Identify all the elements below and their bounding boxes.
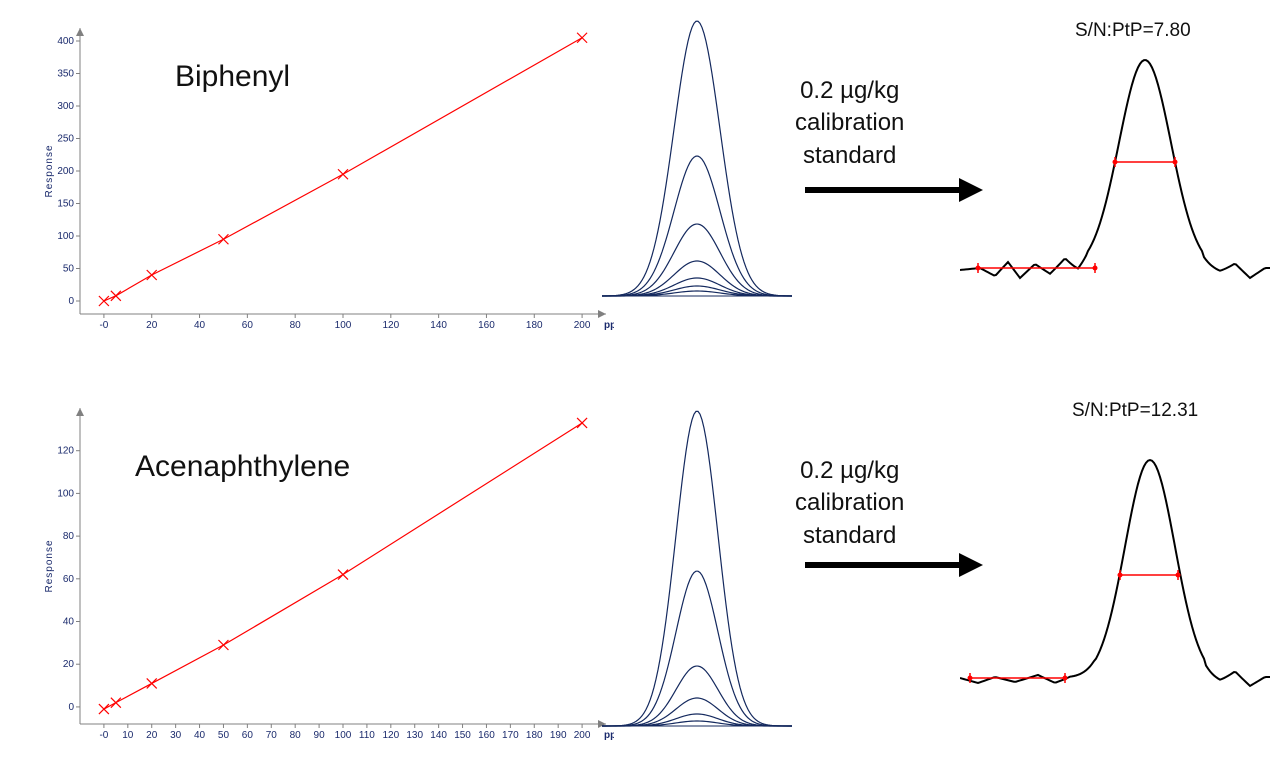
annotation-line: calibration	[795, 489, 904, 516]
svg-text:80: 80	[290, 730, 302, 741]
svg-text:70: 70	[266, 730, 278, 741]
svg-text:0: 0	[68, 702, 74, 713]
annotation-line: 0.2 µg/kg	[800, 457, 899, 484]
svg-text:ppb: ppb	[604, 730, 614, 741]
svg-text:160: 160	[478, 730, 495, 741]
svg-text:ppb: ppb	[604, 320, 614, 331]
svg-text:10: 10	[122, 730, 134, 741]
svg-text:200: 200	[574, 730, 591, 741]
svg-text:40: 40	[63, 617, 75, 628]
svg-text:200: 200	[57, 166, 74, 177]
arrow-bottom	[805, 545, 985, 585]
svg-text:20: 20	[63, 659, 75, 670]
svg-text:120: 120	[57, 446, 74, 457]
svg-text:30: 30	[170, 730, 182, 741]
svg-text:350: 350	[57, 69, 74, 80]
svg-text:120: 120	[382, 730, 399, 741]
svg-text:20: 20	[146, 730, 158, 741]
bottom-title: Acenaphthylene	[135, 450, 350, 484]
svg-text:140: 140	[430, 320, 447, 331]
svg-text:160: 160	[478, 320, 495, 331]
svg-text:170: 170	[502, 730, 519, 741]
svg-text:100: 100	[57, 231, 74, 242]
peak-overlay-bottom	[602, 400, 792, 730]
svg-text:60: 60	[242, 730, 254, 741]
peak-overlay-top	[602, 20, 792, 300]
svg-text:180: 180	[526, 730, 543, 741]
svg-text:Response: Response	[44, 539, 55, 592]
svg-text:80: 80	[290, 320, 302, 331]
sn-label-top: S/N:PtP=7.80	[1075, 20, 1191, 42]
svg-text:190: 190	[550, 730, 567, 741]
svg-text:90: 90	[314, 730, 326, 741]
top-title: Biphenyl	[175, 60, 290, 94]
annotation-bottom: 0.2 µg/kgcalibrationstandard	[795, 455, 904, 552]
svg-text:0: 0	[68, 296, 74, 307]
svg-text:180: 180	[526, 320, 543, 331]
svg-text:50: 50	[63, 264, 75, 275]
svg-text:130: 130	[406, 730, 423, 741]
svg-text:-0: -0	[99, 730, 108, 741]
svg-text:200: 200	[574, 320, 591, 331]
svg-text:60: 60	[63, 574, 75, 585]
calibration-plot-top: -0 20 40 60 80 100 120 140 160 180 200 0 50 100 150 200…	[44, 20, 614, 340]
svg-text:100: 100	[335, 730, 352, 741]
svg-text:20: 20	[146, 320, 158, 331]
svg-text:120: 120	[382, 320, 399, 331]
sn-peak-top	[960, 30, 1270, 300]
svg-text:40: 40	[194, 320, 206, 331]
sn-peak-bottom	[960, 410, 1270, 720]
svg-text:-0: -0	[99, 320, 108, 331]
arrow-top	[805, 170, 985, 210]
svg-text:40: 40	[194, 730, 206, 741]
annotation-line: 0.2 µg/kg	[800, 77, 899, 104]
sn-label-bottom: S/N:PtP=12.31	[1072, 400, 1198, 422]
annotation-line: standard	[803, 142, 896, 169]
svg-text:Response: Response	[44, 144, 55, 197]
svg-text:50: 50	[218, 730, 230, 741]
svg-text:80: 80	[63, 531, 75, 542]
svg-text:100: 100	[335, 320, 352, 331]
svg-text:110: 110	[359, 730, 375, 741]
annotation-top: 0.2 µg/kg calibration standard	[795, 75, 904, 172]
annotation-line: calibration	[795, 109, 904, 136]
figure: -020406080100120140160180200050100150200…	[0, 0, 1280, 779]
svg-text:140: 140	[430, 730, 447, 741]
svg-text:60: 60	[242, 320, 254, 331]
svg-text:300: 300	[57, 101, 74, 112]
svg-text:100: 100	[57, 488, 74, 499]
svg-text:150: 150	[57, 199, 74, 210]
svg-text:150: 150	[454, 730, 471, 741]
svg-text:400: 400	[57, 36, 74, 47]
svg-text:250: 250	[57, 134, 74, 145]
